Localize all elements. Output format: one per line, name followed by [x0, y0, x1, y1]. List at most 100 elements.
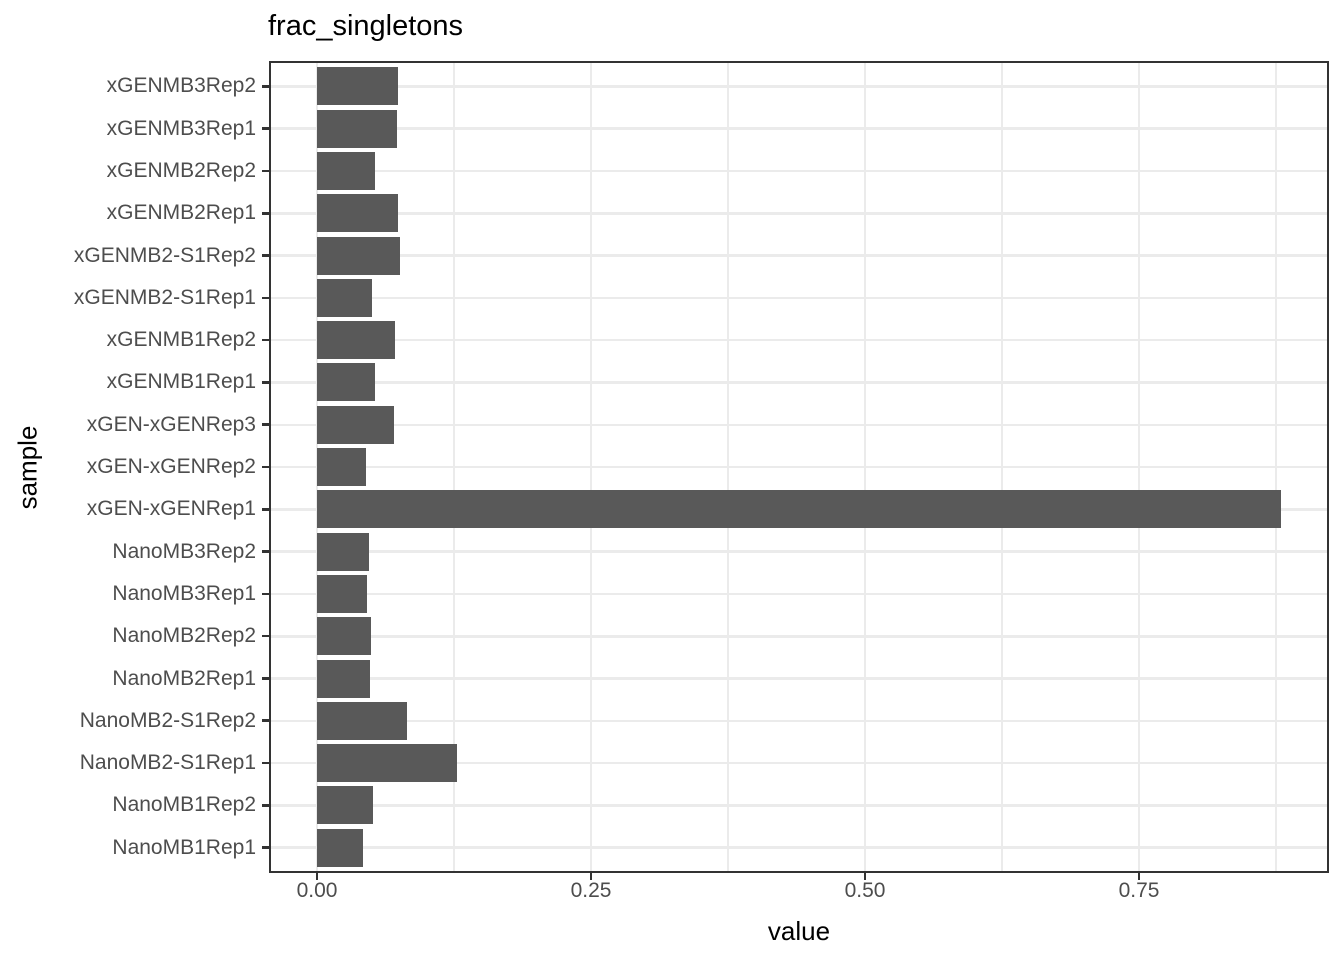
y-tick-label: xGEN-xGENRep1	[86, 497, 256, 521]
y-axis-tick	[262, 169, 269, 173]
y-axis-tick	[262, 508, 269, 511]
bar-row	[269, 319, 1329, 361]
y-tick-label: NanoMB1Rep1	[112, 835, 256, 859]
bar-row	[269, 65, 1329, 107]
y-tick-label: xGENMB1Rep1	[106, 370, 256, 394]
bar-row	[269, 277, 1329, 319]
bar	[317, 532, 369, 571]
y-tick-label: xGENMB1Rep2	[106, 328, 256, 352]
bar-row	[269, 573, 1329, 615]
bar	[317, 448, 367, 487]
gridline-horizontal	[269, 719, 1329, 723]
y-axis-tick	[262, 719, 269, 722]
chart-title: frac_singletons	[268, 10, 464, 42]
gridline-horizontal	[269, 592, 1329, 596]
plot-panel	[269, 61, 1329, 873]
y-axis-tick	[262, 127, 269, 130]
bar-row	[269, 446, 1329, 488]
bar-row	[269, 531, 1329, 573]
y-axis-labels: xGENMB3Rep2 xGENMB3Rep1 xGENMB2Rep2 xGENMB2…	[0, 65, 256, 869]
bar-row	[269, 700, 1329, 742]
gridline-horizontal	[269, 846, 1329, 849]
y-axis-tick	[262, 677, 269, 680]
y-tick-label: NanoMB2Rep1	[112, 666, 256, 690]
y-axis-tick	[262, 254, 269, 257]
y-axis-tick	[262, 634, 269, 638]
bar	[317, 490, 1282, 529]
bar-rows	[269, 65, 1329, 869]
y-tick-label: xGENMB3Rep1	[106, 116, 256, 140]
bar	[317, 363, 376, 402]
y-axis-tick	[262, 381, 269, 384]
y-tick-label: xGENMB2-S1Rep2	[73, 243, 256, 267]
bar	[317, 151, 376, 190]
bar	[317, 194, 399, 233]
x-tick-label: 0.25	[570, 879, 612, 902]
x-tick-label: 0.50	[844, 879, 886, 902]
bar-row	[269, 742, 1329, 784]
gridline-horizontal	[269, 635, 1329, 638]
x-tick-label: 0.75	[1118, 879, 1160, 902]
y-tick-label: xGEN-xGENRep2	[86, 455, 256, 479]
gridline-horizontal	[269, 423, 1329, 427]
x-axis-tick	[315, 873, 319, 880]
y-axis-tick	[262, 846, 269, 849]
y-tick-label: NanoMB2-S1Rep2	[79, 708, 256, 732]
gridline-horizontal	[269, 338, 1329, 342]
x-axis-title: value	[767, 916, 831, 946]
gridline-horizontal	[269, 761, 1329, 765]
y-tick-label: xGENMB2Rep1	[106, 201, 256, 225]
y-tick-label: xGENMB2-S1Rep1	[73, 285, 256, 309]
y-axis-tick	[262, 550, 269, 553]
bar	[317, 828, 364, 867]
y-axis-tick	[262, 296, 269, 300]
bar	[317, 236, 401, 275]
gridline-horizontal	[269, 465, 1329, 469]
bar	[317, 701, 407, 740]
gridline-horizontal	[269, 381, 1329, 384]
bar	[317, 744, 458, 783]
gridline-horizontal	[269, 212, 1329, 215]
bar-row	[269, 488, 1329, 530]
bar	[317, 574, 368, 613]
gridline-horizontal	[269, 254, 1329, 257]
bar	[317, 617, 371, 656]
y-tick-label: xGEN-xGENRep3	[86, 412, 256, 436]
bar	[317, 786, 373, 825]
bar	[317, 67, 399, 106]
gridline-horizontal	[269, 677, 1329, 680]
bar	[317, 321, 395, 360]
y-tick-label: xGENMB2Rep2	[106, 158, 256, 182]
bar	[317, 278, 372, 317]
gridline-horizontal	[269, 169, 1329, 173]
x-axis-tick	[1137, 873, 1141, 880]
bar-row	[269, 361, 1329, 403]
y-tick-label: xGENMB3Rep2	[106, 74, 256, 98]
bar-row	[269, 192, 1329, 234]
x-tick-label: 0.00	[296, 879, 338, 902]
bar-row	[269, 615, 1329, 657]
y-axis-tick	[262, 804, 269, 807]
y-tick-label: NanoMB3Rep1	[112, 581, 256, 605]
y-tick-label: NanoMB2Rep2	[112, 624, 256, 648]
bar-row	[269, 827, 1329, 869]
bar-row	[269, 784, 1329, 826]
bar-row	[269, 108, 1329, 150]
bar-row	[269, 234, 1329, 276]
y-axis-tick	[262, 212, 269, 215]
y-axis-tick	[262, 85, 269, 88]
y-axis-tick	[262, 761, 269, 765]
bar	[317, 109, 397, 148]
y-axis-tick	[262, 423, 269, 426]
gridline-horizontal	[269, 127, 1329, 130]
bar	[317, 659, 370, 698]
y-tick-label: NanoMB1Rep2	[112, 793, 256, 817]
y-axis-tick	[262, 338, 269, 342]
bar-row	[269, 150, 1329, 192]
gridline-horizontal	[269, 804, 1329, 807]
y-tick-label: NanoMB2-S1Rep1	[79, 751, 256, 775]
y-axis-tick	[262, 465, 269, 469]
y-axis-tick	[262, 592, 269, 596]
x-axis-tick	[863, 873, 867, 880]
